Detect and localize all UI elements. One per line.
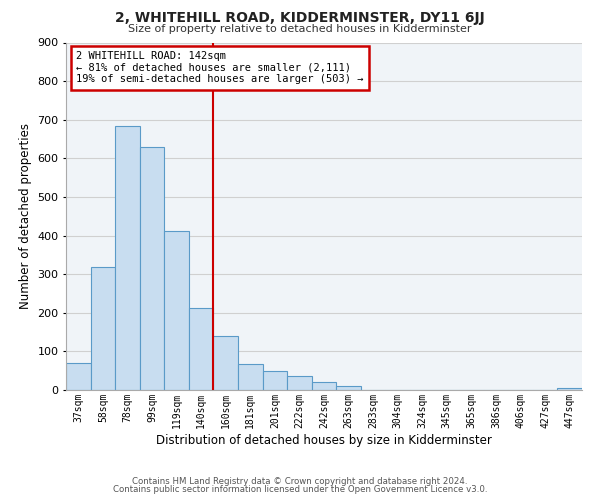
Text: 2, WHITEHILL ROAD, KIDDERMINSTER, DY11 6JJ: 2, WHITEHILL ROAD, KIDDERMINSTER, DY11 6… bbox=[115, 11, 485, 25]
Bar bbox=[287, 376, 312, 390]
Bar bbox=[336, 386, 361, 390]
X-axis label: Distribution of detached houses by size in Kidderminster: Distribution of detached houses by size … bbox=[156, 434, 492, 446]
Bar bbox=[312, 382, 336, 390]
Bar bbox=[115, 126, 140, 390]
Text: Contains HM Land Registry data © Crown copyright and database right 2024.: Contains HM Land Registry data © Crown c… bbox=[132, 477, 468, 486]
Text: Contains public sector information licensed under the Open Government Licence v3: Contains public sector information licen… bbox=[113, 485, 487, 494]
Bar bbox=[238, 364, 263, 390]
Bar bbox=[140, 147, 164, 390]
Bar bbox=[214, 336, 238, 390]
Text: 2 WHITEHILL ROAD: 142sqm
← 81% of detached houses are smaller (2,111)
19% of sem: 2 WHITEHILL ROAD: 142sqm ← 81% of detach… bbox=[76, 51, 364, 84]
Bar bbox=[164, 230, 189, 390]
Bar bbox=[557, 388, 582, 390]
Bar bbox=[91, 267, 115, 390]
Text: Size of property relative to detached houses in Kidderminster: Size of property relative to detached ho… bbox=[128, 24, 472, 34]
Bar bbox=[263, 372, 287, 390]
Y-axis label: Number of detached properties: Number of detached properties bbox=[19, 123, 32, 309]
Bar bbox=[66, 363, 91, 390]
Bar bbox=[189, 308, 214, 390]
